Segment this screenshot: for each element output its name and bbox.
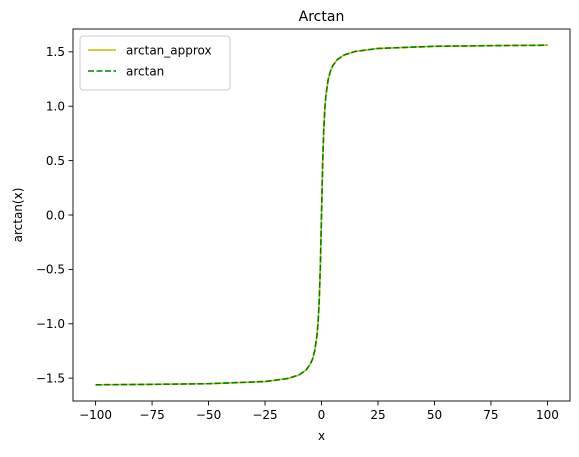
y-tick-label: 0.0: [46, 208, 65, 222]
x-tick-label: 75: [483, 408, 498, 422]
x-tick-label: 50: [427, 408, 442, 422]
y-tick-label: 0.5: [46, 154, 65, 168]
y-tick-label: 1.5: [46, 45, 65, 59]
x-tick-label: −50: [196, 408, 221, 422]
y-axis-label: arctan(x): [11, 188, 25, 243]
x-tick-label: 25: [370, 408, 385, 422]
y-tick-label: −0.5: [36, 263, 65, 277]
y-tick-label: 1.0: [46, 100, 65, 114]
x-tick-label: 100: [536, 408, 559, 422]
legend-label: arctan_approx: [126, 44, 212, 58]
x-tick-label: −100: [79, 408, 112, 422]
y-tick-label: −1.5: [36, 371, 65, 385]
x-tick-label: −25: [252, 408, 277, 422]
y-tick-label: −1.0: [36, 317, 65, 331]
legend-label: arctan: [126, 65, 164, 79]
chart-title: Arctan: [299, 9, 345, 25]
x-tick-label: 0: [318, 408, 326, 422]
x-tick-label: −75: [139, 408, 164, 422]
x-axis-label: x: [318, 429, 325, 443]
